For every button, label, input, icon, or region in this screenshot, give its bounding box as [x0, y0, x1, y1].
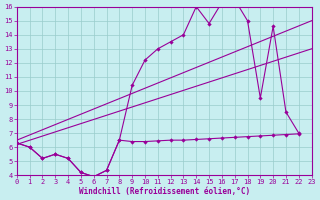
X-axis label: Windchill (Refroidissement éolien,°C): Windchill (Refroidissement éolien,°C)	[79, 187, 250, 196]
